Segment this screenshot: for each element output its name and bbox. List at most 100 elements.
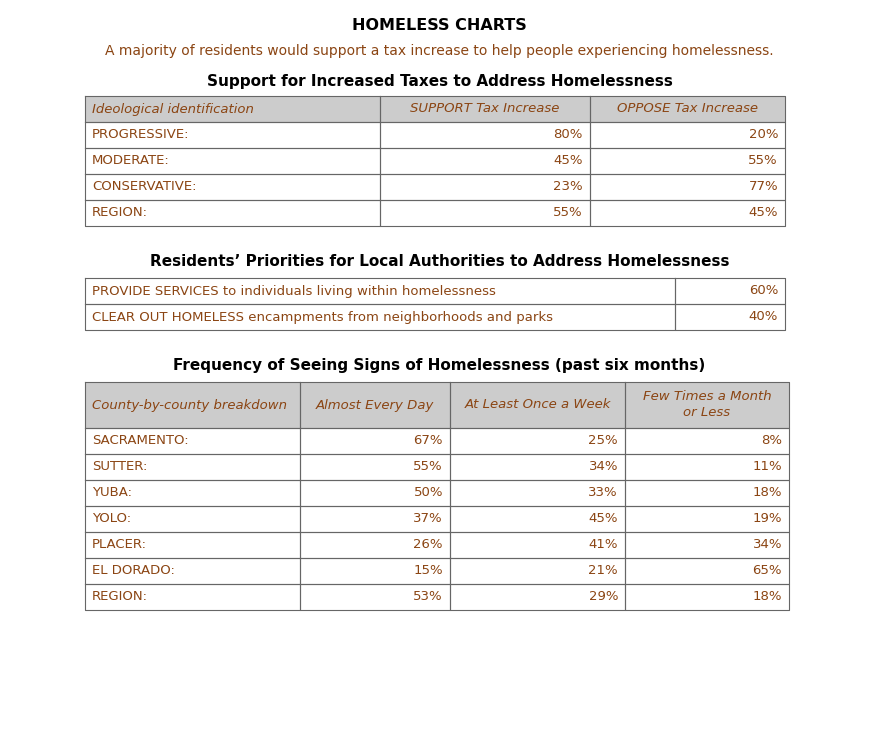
- Text: 45%: 45%: [748, 207, 777, 220]
- Bar: [624, 454, 788, 480]
- Bar: [85, 558, 299, 584]
- Bar: [589, 200, 784, 226]
- Bar: [299, 584, 450, 610]
- Text: 50%: 50%: [413, 487, 443, 499]
- Bar: [624, 428, 788, 454]
- Bar: [299, 454, 450, 480]
- Bar: [450, 506, 624, 532]
- Text: 45%: 45%: [588, 513, 617, 526]
- Bar: [85, 96, 379, 122]
- Bar: [589, 148, 784, 174]
- Text: 65%: 65%: [752, 565, 781, 578]
- Text: 45%: 45%: [553, 154, 582, 168]
- Text: REGION:: REGION:: [92, 207, 148, 220]
- Bar: [85, 532, 299, 558]
- Text: YUBA:: YUBA:: [92, 487, 132, 499]
- Text: 26%: 26%: [413, 538, 443, 551]
- Text: A majority of residents would support a tax increase to help people experiencing: A majority of residents would support a …: [105, 44, 773, 58]
- Bar: [85, 174, 379, 200]
- Text: EL DORADO:: EL DORADO:: [92, 565, 175, 578]
- Bar: [450, 558, 624, 584]
- Bar: [85, 382, 299, 428]
- Bar: [299, 532, 450, 558]
- Bar: [624, 532, 788, 558]
- Text: CLEAR OUT HOMELESS encampments from neighborhoods and parks: CLEAR OUT HOMELESS encampments from neig…: [92, 311, 552, 323]
- Bar: [85, 584, 299, 610]
- Bar: [674, 304, 784, 330]
- Text: YOLO:: YOLO:: [92, 513, 131, 526]
- Text: REGION:: REGION:: [92, 590, 148, 604]
- Text: 55%: 55%: [413, 460, 443, 474]
- Bar: [85, 148, 379, 174]
- Text: 55%: 55%: [747, 154, 777, 168]
- Text: County-by-county breakdown: County-by-county breakdown: [92, 399, 287, 411]
- Text: PROGRESSIVE:: PROGRESSIVE:: [92, 129, 190, 141]
- Bar: [450, 532, 624, 558]
- Text: 40%: 40%: [748, 311, 777, 323]
- Text: 34%: 34%: [588, 460, 617, 474]
- Bar: [589, 96, 784, 122]
- Bar: [674, 278, 784, 304]
- Bar: [299, 428, 450, 454]
- Bar: [624, 558, 788, 584]
- Text: Residents’ Priorities for Local Authorities to Address Homelessness: Residents’ Priorities for Local Authorit…: [149, 254, 729, 269]
- Bar: [85, 278, 674, 304]
- Text: 34%: 34%: [752, 538, 781, 551]
- Text: 77%: 77%: [747, 180, 777, 193]
- Bar: [379, 174, 589, 200]
- Bar: [85, 304, 674, 330]
- Text: Almost Every Day: Almost Every Day: [315, 399, 434, 411]
- Text: 55%: 55%: [553, 207, 582, 220]
- Text: CONSERVATIVE:: CONSERVATIVE:: [92, 180, 197, 193]
- Bar: [299, 558, 450, 584]
- Text: SUPPORT Tax Increase: SUPPORT Tax Increase: [410, 102, 559, 116]
- Bar: [450, 480, 624, 506]
- Text: 11%: 11%: [752, 460, 781, 474]
- Text: 18%: 18%: [752, 487, 781, 499]
- Bar: [624, 382, 788, 428]
- Bar: [299, 382, 450, 428]
- Text: Few Times a Month
or Less: Few Times a Month or Less: [642, 390, 770, 420]
- Text: 19%: 19%: [752, 513, 781, 526]
- Bar: [450, 454, 624, 480]
- Text: SACRAMENTO:: SACRAMENTO:: [92, 435, 189, 447]
- Text: Ideological identification: Ideological identification: [92, 102, 254, 116]
- Bar: [379, 200, 589, 226]
- Text: 21%: 21%: [587, 565, 617, 578]
- Bar: [85, 454, 299, 480]
- Text: PLACER:: PLACER:: [92, 538, 147, 551]
- Text: MODERATE:: MODERATE:: [92, 154, 169, 168]
- Text: Frequency of Seeing Signs of Homelessness (past six months): Frequency of Seeing Signs of Homelessnes…: [173, 358, 705, 373]
- Text: SUTTER:: SUTTER:: [92, 460, 148, 474]
- Text: OPPOSE Tax Increase: OPPOSE Tax Increase: [616, 102, 757, 116]
- Text: At Least Once a Week: At Least Once a Week: [464, 399, 610, 411]
- Text: 80%: 80%: [553, 129, 582, 141]
- Text: 67%: 67%: [413, 435, 443, 447]
- Bar: [85, 506, 299, 532]
- Bar: [589, 174, 784, 200]
- Bar: [299, 506, 450, 532]
- Text: 15%: 15%: [413, 565, 443, 578]
- Text: 60%: 60%: [748, 284, 777, 298]
- Text: 18%: 18%: [752, 590, 781, 604]
- Bar: [624, 480, 788, 506]
- Bar: [379, 148, 589, 174]
- Text: 8%: 8%: [760, 435, 781, 447]
- Bar: [589, 122, 784, 148]
- Bar: [450, 428, 624, 454]
- Bar: [85, 200, 379, 226]
- Bar: [85, 480, 299, 506]
- Text: PROVIDE SERVICES to individuals living within homelessness: PROVIDE SERVICES to individuals living w…: [92, 284, 495, 298]
- Text: HOMELESS CHARTS: HOMELESS CHARTS: [352, 18, 526, 33]
- Bar: [85, 122, 379, 148]
- Bar: [379, 96, 589, 122]
- Text: Support for Increased Taxes to Address Homelessness: Support for Increased Taxes to Address H…: [206, 74, 672, 89]
- Bar: [379, 122, 589, 148]
- Text: 41%: 41%: [588, 538, 617, 551]
- Bar: [450, 382, 624, 428]
- Bar: [450, 584, 624, 610]
- Text: 29%: 29%: [588, 590, 617, 604]
- Text: 33%: 33%: [587, 487, 617, 499]
- Bar: [624, 506, 788, 532]
- Text: 23%: 23%: [553, 180, 582, 193]
